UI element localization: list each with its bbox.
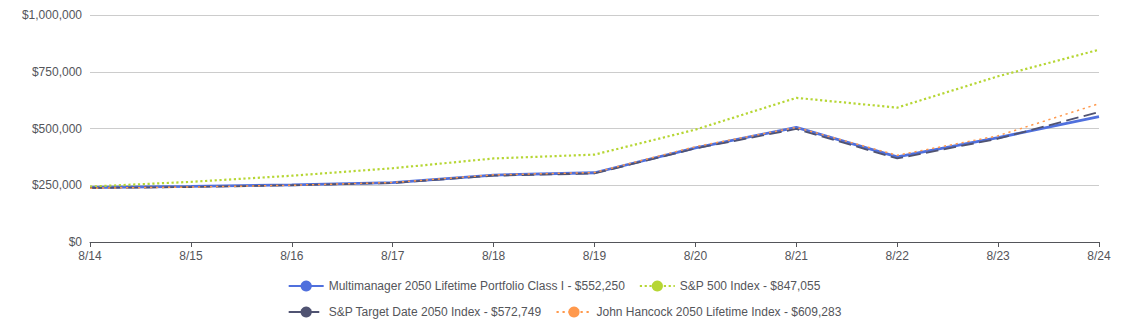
- svg-text:8/18: 8/18: [482, 249, 506, 263]
- svg-text:$500,000: $500,000: [32, 122, 82, 136]
- svg-text:8/15: 8/15: [179, 249, 203, 263]
- svg-text:8/21: 8/21: [785, 249, 809, 263]
- svg-text:$250,000: $250,000: [32, 178, 82, 192]
- svg-text:8/22: 8/22: [886, 249, 910, 263]
- svg-text:$750,000: $750,000: [32, 65, 82, 79]
- svg-text:Multimanager 2050 Lifetime Por: Multimanager 2050 Lifetime Portfolio Cla…: [329, 279, 625, 293]
- svg-text:8/17: 8/17: [381, 249, 405, 263]
- svg-text:$0: $0: [69, 235, 83, 249]
- svg-text:8/14: 8/14: [78, 249, 102, 263]
- svg-text:8/20: 8/20: [684, 249, 708, 263]
- svg-text:8/16: 8/16: [280, 249, 304, 263]
- svg-text:John Hancock 2050 Lifetime Ind: John Hancock 2050 Lifetime Index - $609,…: [596, 305, 841, 319]
- svg-text:S&P 500 Index - $847,055: S&P 500 Index - $847,055: [680, 279, 821, 293]
- svg-text:8/19: 8/19: [583, 249, 607, 263]
- svg-text:S&P Target Date 2050 Index - $: S&P Target Date 2050 Index - $572,749: [329, 305, 542, 319]
- svg-text:$1,000,000: $1,000,000: [22, 8, 82, 22]
- svg-text:8/23: 8/23: [986, 249, 1010, 263]
- svg-text:8/24: 8/24: [1087, 249, 1111, 263]
